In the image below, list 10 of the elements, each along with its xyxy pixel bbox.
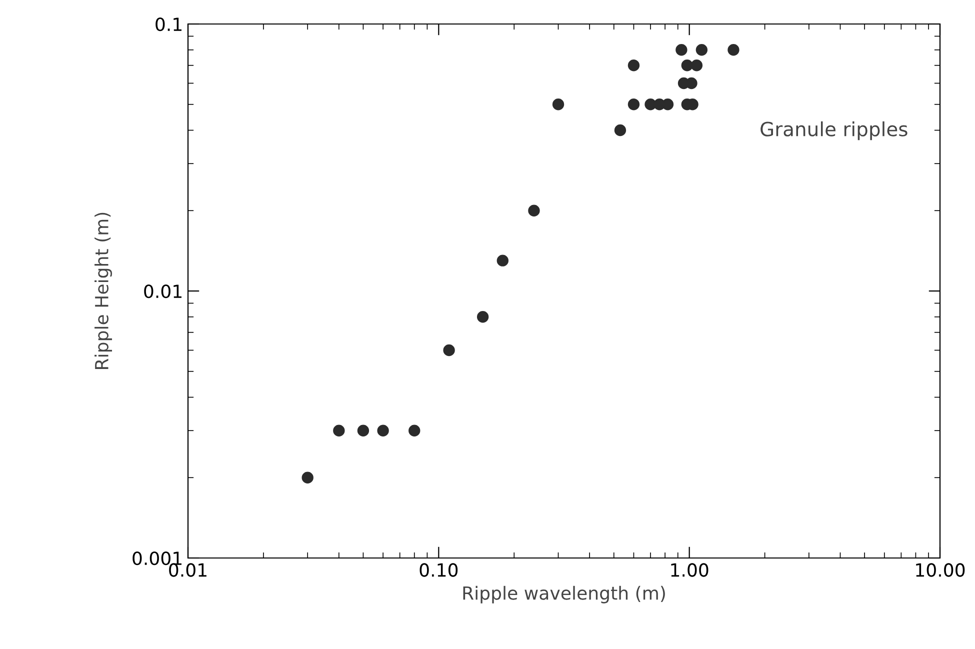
y-tick-label: 0.1: [156, 17, 182, 32]
y-tick-label: 0.001: [132, 551, 182, 566]
x-tick-label: 0.10: [420, 563, 458, 577]
y-tick-label: 0.01: [144, 284, 182, 298]
x-tick-label: 10.00: [916, 563, 965, 577]
y-axis-title: Ripple Height (m): [94, 212, 112, 369]
x-axis-title: Ripple wavelength (m): [463, 586, 665, 604]
x-tick-label: 0.01: [169, 563, 206, 577]
x-tick-label: 1.00: [671, 563, 708, 577]
annotation: Granule ripples: [760, 121, 908, 140]
